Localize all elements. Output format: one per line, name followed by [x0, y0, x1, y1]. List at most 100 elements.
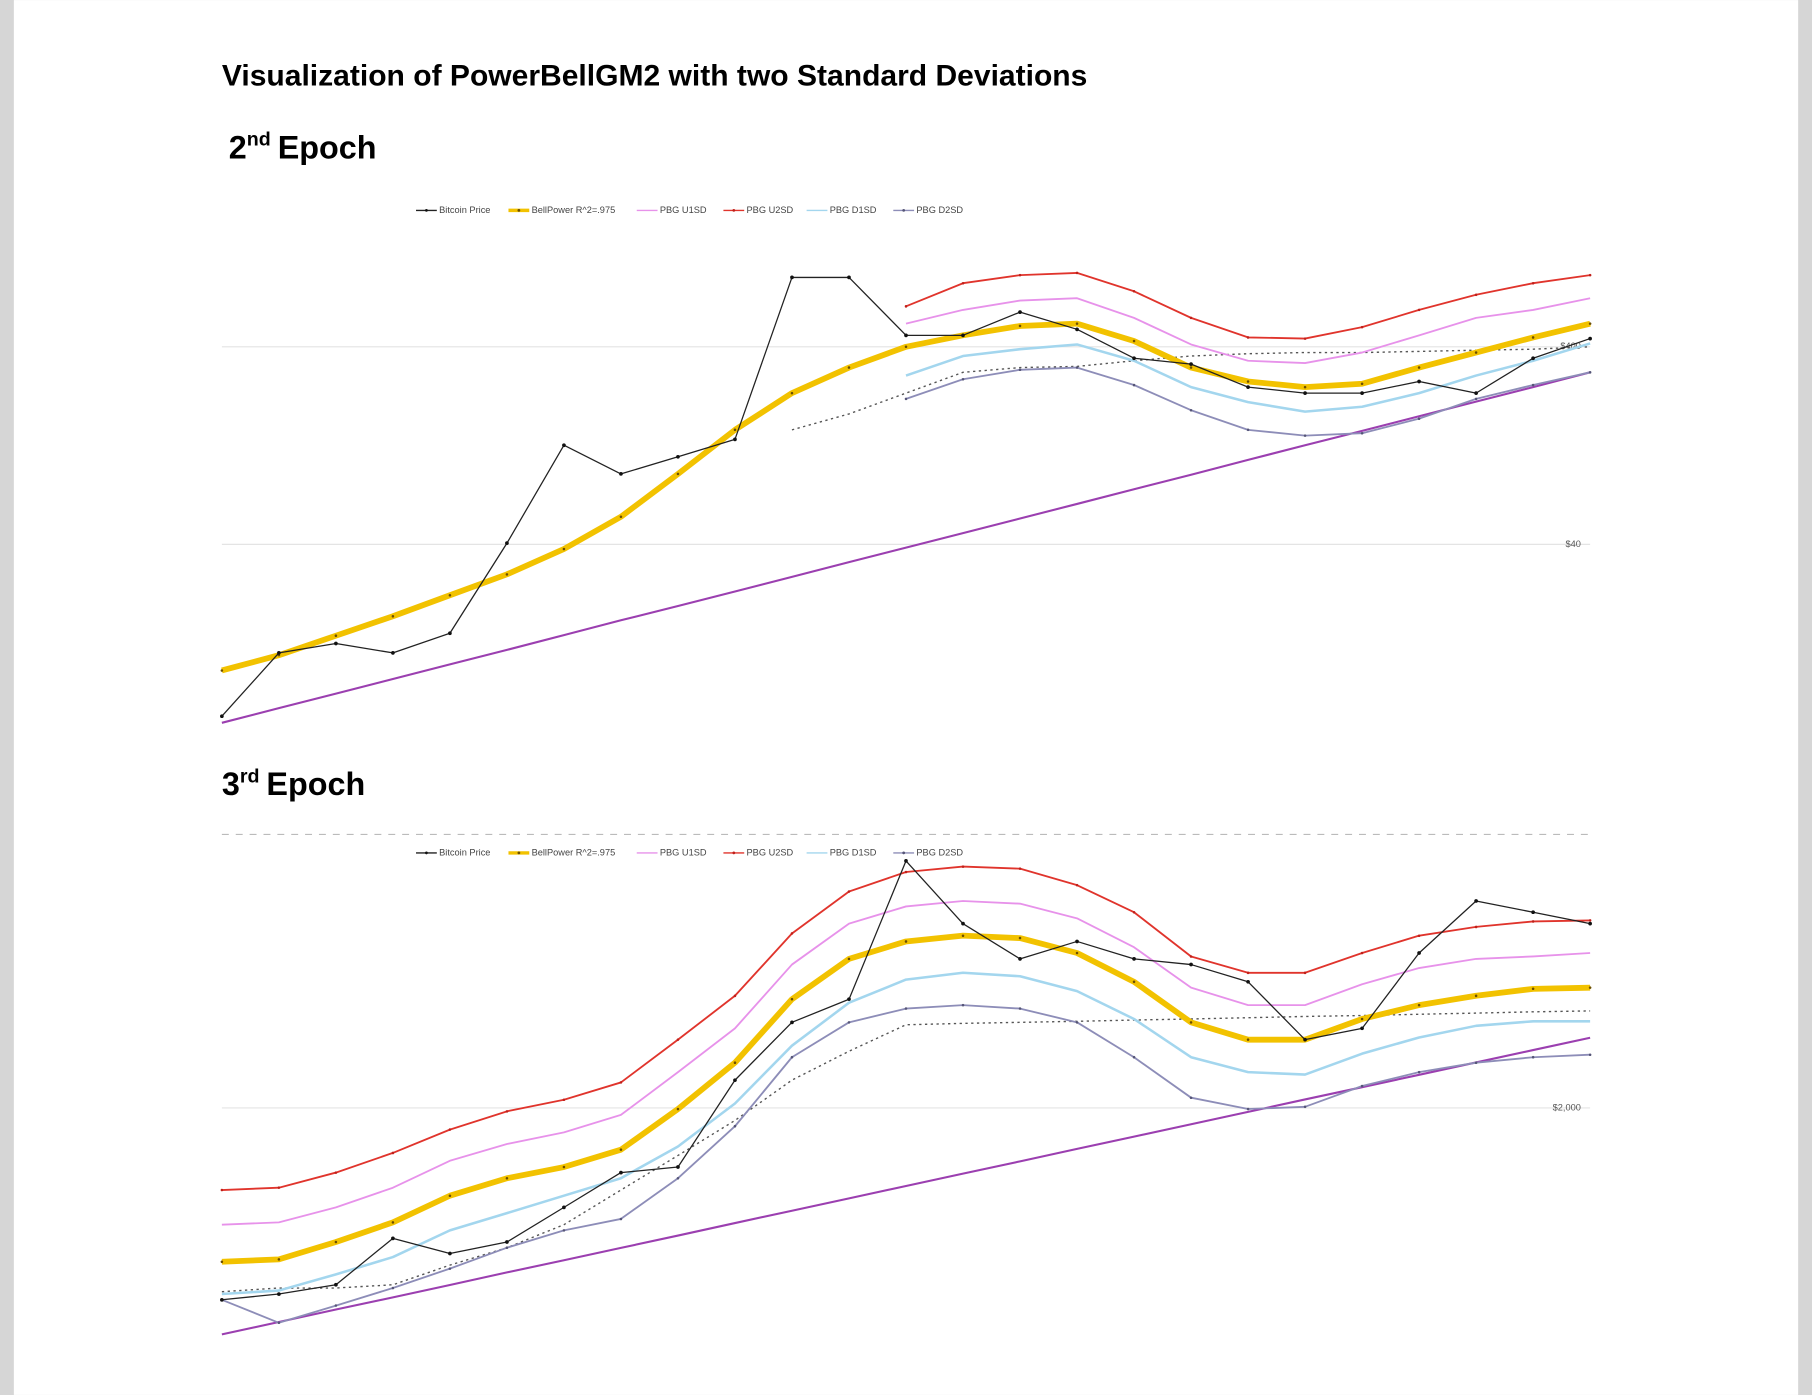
series-marker [1075, 327, 1079, 332]
series-marker [562, 547, 566, 551]
legend-label: BellPower R^2=.975 [532, 205, 616, 215]
series-marker [1246, 428, 1250, 432]
series-marker [904, 397, 908, 401]
heading-text: Epoch [278, 129, 377, 165]
series-marker [1075, 322, 1079, 325]
series-marker [961, 281, 965, 285]
series-marker [790, 997, 794, 1001]
series-marker [1360, 382, 1364, 386]
series-marker [1075, 366, 1079, 369]
series-marker [448, 1194, 452, 1198]
legend-marker [517, 209, 521, 212]
series-line [221, 900, 1591, 1226]
series-marker [1474, 925, 1478, 929]
series-marker [391, 1236, 395, 1241]
legend-marker [517, 851, 521, 855]
series-marker [733, 1078, 737, 1083]
series-marker [1360, 1026, 1364, 1031]
series-marker [961, 865, 965, 868]
series-marker [1303, 385, 1307, 389]
series-marker [1075, 939, 1079, 944]
series-marker [334, 1304, 338, 1307]
series-marker [1474, 1061, 1478, 1064]
series-marker [1531, 987, 1535, 991]
series-marker [847, 957, 851, 961]
series-marker [1588, 371, 1592, 374]
series-marker [961, 333, 965, 338]
series-marker [1132, 956, 1136, 961]
series-marker [505, 541, 509, 545]
series-line [905, 297, 1591, 364]
series-marker [1132, 980, 1136, 984]
series-marker [1531, 910, 1535, 915]
series-marker [277, 1258, 281, 1261]
series-marker [1075, 951, 1079, 955]
series-marker [1417, 1003, 1421, 1007]
series-marker [1531, 281, 1535, 285]
series-marker [1246, 1107, 1250, 1111]
series-marker [1531, 336, 1535, 339]
series-marker [1531, 383, 1535, 387]
section-heading: 3rd Epoch [222, 765, 365, 802]
series-marker [1474, 994, 1478, 998]
series-marker [733, 1124, 737, 1128]
heading-suffix: nd [247, 129, 271, 151]
series-marker [904, 345, 908, 349]
y-tick-label: $40 [1565, 539, 1580, 549]
y-tick-label: $2,000 [1553, 1102, 1581, 1112]
series-marker [1246, 385, 1250, 389]
series-marker [790, 932, 794, 935]
series-marker [1531, 356, 1535, 361]
series-marker [448, 1128, 452, 1131]
series-line [221, 971, 1591, 1296]
heading-ordinal: 2 [229, 129, 247, 165]
series-marker [904, 333, 908, 338]
series-marker [961, 1003, 965, 1007]
series-marker [1417, 934, 1421, 937]
series-marker [1189, 316, 1193, 320]
series-marker [1531, 920, 1535, 923]
series-marker [1018, 1007, 1022, 1010]
series-marker [562, 1205, 566, 1210]
series-marker [220, 669, 224, 672]
series-marker [1303, 391, 1307, 396]
series-marker [619, 1217, 623, 1221]
series-marker [619, 1148, 623, 1151]
series-marker [1531, 1055, 1535, 1059]
legend-marker [732, 851, 736, 855]
series-marker [790, 391, 794, 395]
series-marker [1588, 986, 1592, 989]
series-marker [1018, 956, 1022, 961]
series-marker [1132, 356, 1136, 361]
series-marker [1132, 383, 1136, 387]
series-marker [391, 650, 395, 655]
series-marker [505, 1176, 509, 1180]
series-marker [1075, 271, 1079, 275]
series-marker [961, 934, 965, 937]
series-marker [1417, 379, 1421, 384]
series-marker [1189, 1021, 1193, 1024]
document-title: Visualization of PowerBellGM2 with two S… [222, 60, 1087, 93]
series-marker [448, 1251, 452, 1256]
heading-ordinal: 3 [222, 766, 240, 802]
y-tick-label: $400 [1560, 341, 1581, 351]
series-marker [733, 1061, 737, 1064]
series-marker [1417, 366, 1421, 369]
series-marker [334, 634, 338, 637]
series-marker [562, 1229, 566, 1232]
series-marker [448, 594, 452, 597]
series-marker [1360, 391, 1364, 396]
series-marker [391, 1286, 395, 1290]
series-marker [847, 997, 851, 1002]
legend-label: PBG D2SD [916, 205, 963, 215]
series-marker [1474, 899, 1478, 903]
series-marker [334, 1282, 338, 1287]
series-marker [1360, 325, 1364, 329]
series-marker [1189, 408, 1193, 412]
series-marker [1303, 1037, 1307, 1042]
series-marker [676, 1107, 680, 1111]
series-marker [1246, 336, 1250, 339]
series-marker [904, 1007, 908, 1010]
series-marker [733, 994, 737, 998]
